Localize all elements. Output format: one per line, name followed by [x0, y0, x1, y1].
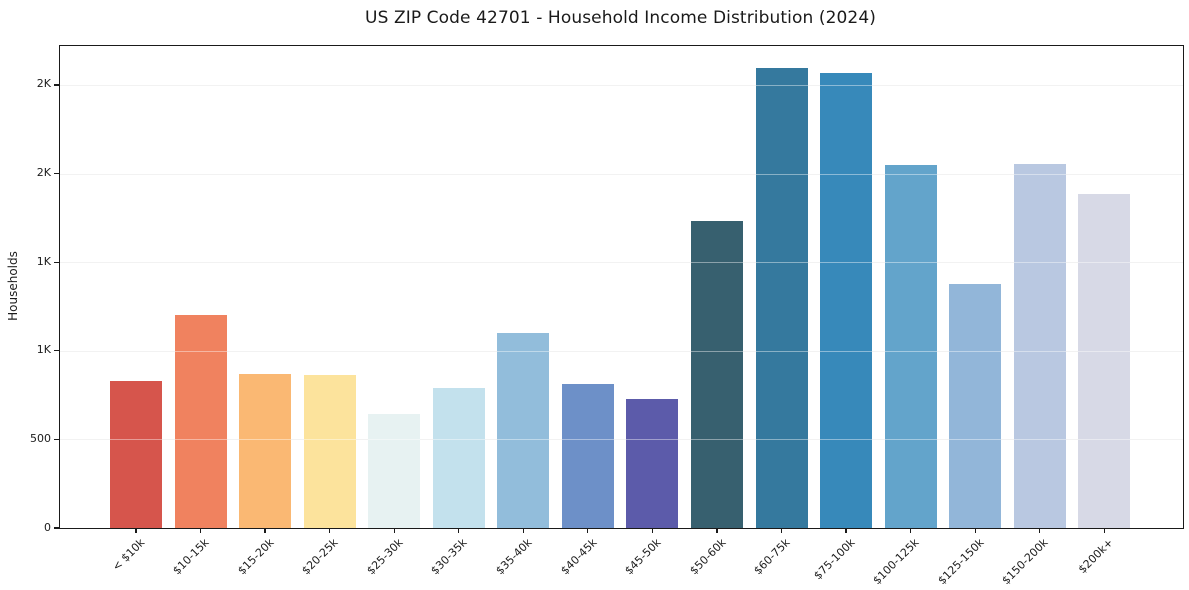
- gridline-overlay: [60, 350, 1183, 352]
- x-tick-label: $75-100k: [811, 536, 858, 583]
- gridline-overlay: [60, 439, 1183, 441]
- x-tick-label: $45-50k: [622, 536, 664, 578]
- x-tick-label: $25-30k: [364, 536, 406, 578]
- x-tick-label: $40-45k: [557, 536, 600, 578]
- y-tick-mark: [53, 172, 59, 175]
- x-tick-label: $15-20k: [235, 536, 277, 578]
- bar: [368, 413, 421, 528]
- x-tick-label: $10-15k: [170, 536, 212, 578]
- bar: [1078, 193, 1131, 528]
- x-tick-mark: [329, 528, 331, 533]
- bar: [755, 68, 808, 528]
- gridline-overlay: [60, 173, 1183, 175]
- gridline: [60, 173, 1183, 175]
- gridline: [60, 84, 1183, 86]
- x-tick-mark: [199, 528, 202, 533]
- gridline: [60, 439, 1183, 441]
- bar: [884, 164, 937, 528]
- x-tick-mark: [264, 528, 266, 533]
- x-tick-mark: [909, 528, 912, 533]
- bar: [949, 284, 1002, 528]
- bar: [1013, 163, 1066, 528]
- bar: [303, 374, 356, 528]
- gridline-overlay: [60, 84, 1183, 86]
- y-tick-mark: [53, 261, 59, 263]
- x-tick-label: $100-125k: [870, 536, 922, 588]
- x-tick-mark: [974, 528, 976, 533]
- x-tick-mark: [1039, 528, 1041, 533]
- bar: [432, 388, 485, 528]
- bar: [690, 220, 743, 528]
- bar: [561, 383, 614, 528]
- x-tick-mark: [716, 528, 718, 533]
- y-tick-mark: [53, 527, 59, 529]
- x-tick-mark: [458, 528, 460, 533]
- x-tick-mark: [780, 528, 783, 533]
- gridline: [60, 350, 1183, 352]
- plot-area: 0 500 1K 1K 2K 2K < $10k $10-15k $15-20k $20-25k $…: [30, 45, 1184, 587]
- x-tick-mark: [1103, 528, 1105, 533]
- chart-title: US ZIP Code 42701 - Household Income Dis…: [365, 8, 876, 28]
- x-tick-mark: [587, 528, 589, 533]
- x-tick-label: < $10k: [109, 536, 148, 574]
- gridline-overlay: [60, 262, 1183, 264]
- bar: [497, 333, 550, 528]
- y-tick-label: 1K: [36, 254, 51, 268]
- bar: [820, 72, 873, 528]
- x-tick-label: $35-40k: [493, 536, 535, 578]
- x-tick-mark: [651, 528, 654, 533]
- x-tick-label: $50-60k: [686, 536, 729, 578]
- bar: [626, 398, 679, 528]
- x-tick-mark: [393, 528, 395, 533]
- y-tick-label: 2K: [36, 166, 51, 180]
- x-tick-label: $20-25k: [299, 536, 341, 578]
- y-tick-label: 2K: [36, 77, 51, 91]
- y-tick-mark: [53, 438, 59, 441]
- x-tick-label: $30-35k: [428, 536, 470, 578]
- gridline: [60, 262, 1183, 264]
- y-tick-label: 1K: [36, 343, 51, 357]
- bar: [174, 315, 227, 528]
- y-tick-mark: [53, 350, 59, 352]
- y-tick-label: 0: [44, 520, 51, 534]
- y-tick-label: 500: [30, 431, 51, 445]
- x-tick-mark: [135, 528, 137, 533]
- bar: [239, 373, 292, 528]
- x-tick-mark: [522, 528, 524, 533]
- x-tick-label: $60-75k: [751, 536, 793, 578]
- x-tick-label: $125-150k: [935, 536, 987, 588]
- y-tick-mark: [53, 84, 59, 86]
- x-tick-mark: [845, 528, 847, 533]
- bar: [110, 380, 162, 528]
- x-tick-label: $150-200k: [999, 536, 1051, 588]
- x-tick-label: $200k+: [1075, 536, 1116, 577]
